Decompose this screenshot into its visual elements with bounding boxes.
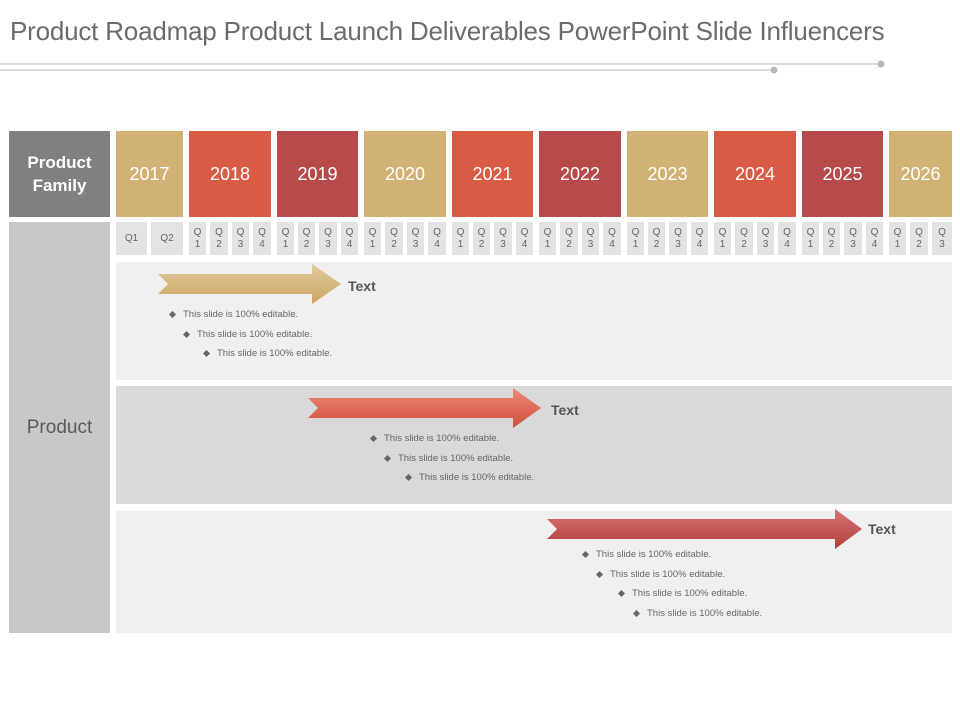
quarter-cell: Q1 bbox=[714, 222, 731, 255]
quarter-cell: Q3 bbox=[669, 222, 687, 255]
quarter-cell: Q4 bbox=[691, 222, 708, 255]
bullet-diamond-icon bbox=[369, 434, 378, 443]
year-2019: 2019 bbox=[277, 131, 358, 217]
row-2-bullet: This slide is 100% editable. bbox=[369, 433, 499, 444]
year-2023: 2023 bbox=[627, 131, 708, 217]
bullet-diamond-icon bbox=[404, 473, 413, 482]
quarter-cell: Q1 bbox=[802, 222, 819, 255]
quarter-cell: Q2 bbox=[385, 222, 403, 255]
quarter-cell: Q4 bbox=[778, 222, 796, 255]
quarter-cell: Q4 bbox=[428, 222, 446, 255]
quarter-cell: Q3 bbox=[232, 222, 249, 255]
quarter-cell: Q3 bbox=[757, 222, 774, 255]
quarter-cell: Q3 bbox=[319, 222, 337, 255]
bullet-diamond-icon bbox=[581, 550, 590, 559]
quarter-cell: Q1 bbox=[889, 222, 906, 255]
row-1-bullet: This slide is 100% editable. bbox=[202, 348, 332, 359]
arrow-row-3 bbox=[547, 509, 862, 549]
quarter-cell: Q3 bbox=[932, 222, 952, 255]
year-2020: 2020 bbox=[364, 131, 446, 217]
year-2024: 2024 bbox=[714, 131, 796, 217]
quarter-cell: Q2 bbox=[560, 222, 578, 255]
year-2021: 2021 bbox=[452, 131, 533, 217]
product-family-line1: Product bbox=[27, 153, 92, 172]
quarter-cell: Q1 bbox=[277, 222, 294, 255]
quarter-cell: Q3 bbox=[844, 222, 862, 255]
bullet-diamond-icon bbox=[182, 330, 191, 339]
quarter-cell: Q2 bbox=[735, 222, 753, 255]
quarter-cell: Q3 bbox=[582, 222, 599, 255]
quarter-cell: Q1 bbox=[364, 222, 381, 255]
arrow-row-2 bbox=[308, 388, 541, 428]
bullet-diamond-icon bbox=[595, 570, 604, 579]
row-2-label: Text bbox=[551, 402, 579, 418]
quarter-cell: Q2 bbox=[473, 222, 490, 255]
year-2017: 2017 bbox=[116, 131, 183, 217]
slide-title: Product Roadmap Product Launch Deliverab… bbox=[10, 16, 885, 46]
row-3-bullet: This slide is 100% editable. bbox=[617, 588, 747, 599]
quarter-cell: Q1 bbox=[452, 222, 469, 255]
quarter-cell: Q2 bbox=[151, 222, 183, 255]
quarter-cell: Q1 bbox=[627, 222, 644, 255]
quarter-cell: Q2 bbox=[648, 222, 665, 255]
quarter-cell: Q1 bbox=[189, 222, 206, 255]
bullet-diamond-icon bbox=[632, 609, 641, 618]
row-2-bullet: This slide is 100% editable. bbox=[404, 472, 534, 483]
bullet-diamond-icon bbox=[168, 310, 177, 319]
bullet-diamond-icon bbox=[383, 454, 392, 463]
row-2-bullet: This slide is 100% editable. bbox=[383, 453, 513, 464]
quarter-cell: Q1 bbox=[539, 222, 556, 255]
row-1-label: Text bbox=[348, 278, 376, 294]
quarter-cell: Q2 bbox=[298, 222, 315, 255]
product-family-header: Product Family bbox=[9, 131, 110, 217]
year-2018: 2018 bbox=[189, 131, 271, 217]
row-3-bullet: This slide is 100% editable. bbox=[581, 549, 711, 560]
quarter-cell: Q2 bbox=[823, 222, 840, 255]
arrow-row-1 bbox=[158, 264, 341, 304]
year-2022: 2022 bbox=[539, 131, 621, 217]
bullet-diamond-icon bbox=[617, 589, 626, 598]
product-family-line2: Family bbox=[32, 176, 87, 195]
quarter-cell: Q4 bbox=[603, 222, 621, 255]
quarter-cell: Q4 bbox=[866, 222, 883, 255]
title-divider-bottom bbox=[0, 66, 778, 74]
quarter-cell: Q1 bbox=[116, 222, 147, 255]
quarter-cell: Q3 bbox=[407, 222, 424, 255]
quarter-cell: Q2 bbox=[910, 222, 928, 255]
quarter-cell: Q3 bbox=[494, 222, 512, 255]
row-3-bullet: This slide is 100% editable. bbox=[632, 608, 762, 619]
product-label: Product bbox=[9, 222, 110, 633]
quarter-cell: Q2 bbox=[210, 222, 228, 255]
row-1-bullet: This slide is 100% editable. bbox=[182, 329, 312, 340]
title-divider-top bbox=[0, 60, 885, 68]
bullet-diamond-icon bbox=[202, 349, 211, 358]
row-3-label: Text bbox=[868, 521, 896, 537]
row-1-bullet: This slide is 100% editable. bbox=[168, 309, 298, 320]
quarter-cell: Q4 bbox=[253, 222, 271, 255]
quarter-cell: Q4 bbox=[341, 222, 358, 255]
year-2025: 2025 bbox=[802, 131, 883, 217]
year-2026: 2026 bbox=[889, 131, 952, 217]
quarter-cell: Q4 bbox=[516, 222, 533, 255]
row-3-bullet: This slide is 100% editable. bbox=[595, 569, 725, 580]
